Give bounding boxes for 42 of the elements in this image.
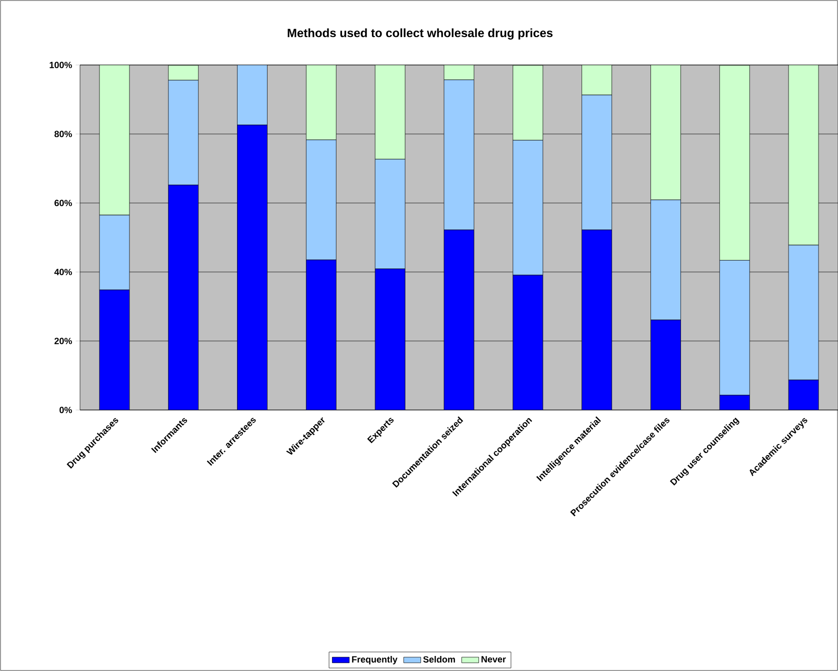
bar <box>512 140 544 276</box>
bar <box>512 65 544 140</box>
bar <box>788 64 819 246</box>
bar <box>650 320 681 410</box>
legend-label: Frequently <box>352 656 398 664</box>
y-tick-label: 80% <box>54 130 72 138</box>
legend-label: Seldom <box>423 656 455 663</box>
y-tick-label: 0% <box>60 406 72 414</box>
bar <box>237 124 268 410</box>
bar <box>168 80 199 186</box>
bar <box>306 260 336 410</box>
bar <box>788 380 819 410</box>
bar <box>650 200 681 320</box>
bar <box>444 230 474 410</box>
bar <box>99 290 130 410</box>
bar <box>444 64 474 80</box>
y-tick-label: 20% <box>54 338 72 344</box>
bar <box>306 140 336 260</box>
bar <box>719 394 750 410</box>
bar <box>582 94 612 230</box>
bar <box>512 274 544 410</box>
bar <box>444 80 474 230</box>
bar <box>374 268 406 410</box>
y-tick-label: 40% <box>54 268 72 276</box>
bar <box>99 214 130 290</box>
bar <box>374 64 406 160</box>
bar <box>374 158 406 270</box>
bar <box>719 65 750 260</box>
bar <box>168 65 199 80</box>
bar <box>237 64 268 126</box>
bar <box>582 64 612 96</box>
bar <box>650 64 681 200</box>
y-tick-label: 100% <box>50 62 72 68</box>
y-tick-label: 60% <box>54 200 72 206</box>
chart-title: Methods used to collect wholesale drug prices <box>288 28 553 40</box>
legend-label: Never <box>482 656 506 662</box>
bar <box>99 64 130 216</box>
bar <box>582 230 612 410</box>
bar <box>168 184 199 410</box>
bar <box>719 260 750 396</box>
bar <box>788 244 819 380</box>
bar <box>306 64 336 140</box>
